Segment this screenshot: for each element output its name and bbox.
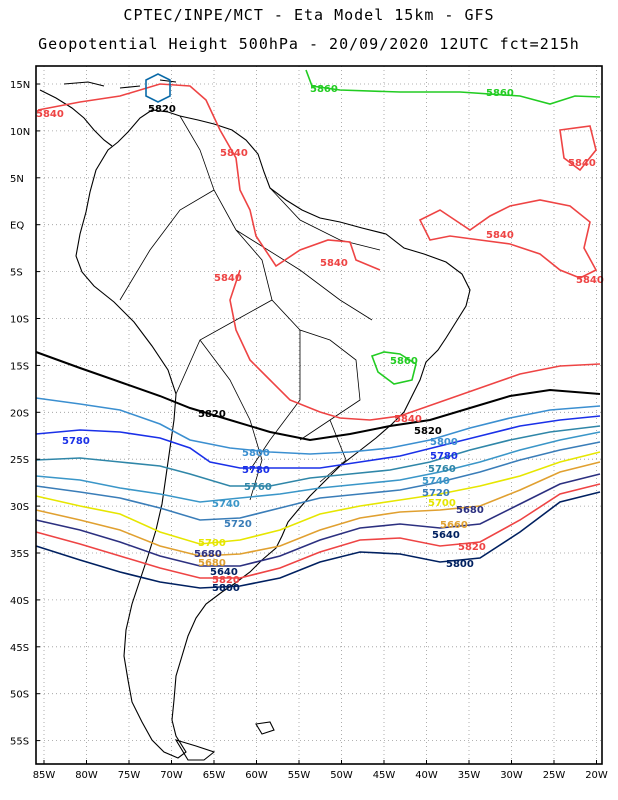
label-5780: 5780	[242, 465, 270, 476]
lon-label: 80W	[75, 770, 98, 781]
central-america-coast	[39, 89, 113, 147]
label-5860: 5860	[486, 88, 514, 99]
contour-5680	[35, 461, 601, 557]
lon-label: 65W	[203, 770, 226, 781]
label-5860: 5860	[310, 84, 338, 95]
lon-label: 60W	[245, 770, 268, 781]
label-5840: 5840	[576, 275, 604, 286]
contour-5820	[35, 351, 601, 442]
contour-5720	[35, 441, 601, 521]
label-5640: 5640	[210, 567, 238, 578]
contour-5660	[35, 473, 601, 567]
contour-5860-brazil	[370, 351, 417, 385]
longitude-labels: 85W 80W 75W 70W 65W 60W 55W 50W 45W 40W 35W 30W 25W 2…	[33, 760, 608, 781]
map-frame	[35, 65, 603, 765]
country-borders	[119, 115, 381, 501]
contour-5820-blob	[145, 73, 171, 103]
label-5620: 5820	[212, 575, 240, 586]
label-5720: 5720	[224, 519, 252, 530]
lat-label: 40S	[10, 596, 29, 607]
lat-lon-grid	[36, 66, 602, 764]
label-5660: 5680	[198, 558, 226, 569]
label-5820: 5820	[414, 426, 442, 437]
lat-label: 20S	[10, 408, 29, 419]
label-5700: 5700	[428, 498, 456, 509]
latitude-labels: 15N 10N 5N EQ 5S 10S 15S 20S 25S 30S 35S 40S 45S 50S 5…	[10, 80, 40, 748]
lon-label: 85W	[33, 770, 56, 781]
label-5840: 5840	[214, 273, 242, 284]
contour-5600	[35, 491, 601, 589]
lon-label: 20W	[585, 770, 608, 781]
contour-5740	[35, 431, 601, 503]
label-5820: 5820	[198, 409, 226, 420]
label-5740: 5740	[422, 476, 450, 487]
label-5800: 5800	[430, 437, 458, 448]
label-5760: 5760	[244, 482, 272, 493]
label-5840: 5840	[486, 230, 514, 241]
caribbean-islands	[63, 79, 177, 89]
label-5660: 5660	[440, 520, 468, 531]
lon-label: 55W	[288, 770, 311, 781]
contour-5840-main	[37, 83, 601, 421]
label-5860: 5860	[390, 356, 418, 367]
lon-label: 30W	[500, 770, 523, 781]
lat-label: 15N	[10, 80, 30, 91]
tierra-del-fuego	[174, 739, 216, 761]
contour-5860-north	[305, 69, 601, 105]
label-5760: 5760	[428, 464, 456, 475]
lat-label: 50S	[10, 690, 29, 701]
label-5700: 5700	[198, 538, 226, 549]
contour-5800	[35, 397, 601, 455]
contour-labels: 5860 5860 5860 5840 5840 5840 5840 5840 …	[36, 84, 604, 594]
label-5720: 5720	[422, 488, 450, 499]
lon-label: 45W	[373, 770, 396, 781]
lon-label: 25W	[543, 770, 566, 781]
contour-lines	[35, 69, 601, 589]
lon-label: 50W	[330, 770, 353, 781]
label-5840: 5840	[320, 258, 348, 269]
contour-5840-south-atlantic	[418, 125, 598, 279]
label-5780: 5780	[430, 451, 458, 462]
label-5680: 5680	[456, 505, 484, 516]
label-5600: 5800	[446, 559, 474, 570]
label-5820: 5820	[148, 104, 176, 115]
chart-title-line2: Geopotential Height 500hPa - 20/09/2020 …	[38, 35, 580, 53]
lat-label: 5S	[10, 268, 23, 279]
label-5840: 5840	[36, 109, 64, 120]
lat-label: 30S	[10, 502, 29, 513]
label-5640: 5640	[432, 530, 460, 541]
lat-label: 10S	[10, 315, 29, 326]
lon-label: 35W	[458, 770, 481, 781]
chart-title-line1: CPTEC/INPE/MCT - Eta Model 15km - GFS	[123, 6, 495, 24]
contour-5760	[35, 425, 601, 487]
lat-label: EQ	[10, 221, 24, 232]
falklands	[255, 721, 275, 735]
lat-label: 5N	[10, 174, 24, 185]
label-5840: 5840	[394, 414, 422, 425]
label-5680: 5680	[194, 549, 222, 560]
contour-5700	[35, 451, 601, 545]
label-5840: 5840	[220, 148, 248, 159]
lat-label: 35S	[10, 549, 29, 560]
label-5800: 5800	[242, 448, 270, 459]
contour-5780	[35, 415, 601, 469]
coastlines	[39, 79, 471, 761]
lat-label: 10N	[10, 127, 30, 138]
lat-label: 55S	[10, 737, 29, 748]
label-5780: 5780	[62, 436, 90, 447]
contour-5640	[35, 483, 601, 579]
lat-label: 15S	[10, 361, 29, 372]
lon-label: 75W	[118, 770, 141, 781]
label-5740: 5740	[212, 499, 240, 510]
lat-label: 25S	[10, 455, 29, 466]
label-5840: 5840	[568, 158, 596, 169]
label-5620: 5820	[458, 542, 486, 553]
lon-label: 70W	[160, 770, 183, 781]
lon-label: 40W	[415, 770, 438, 781]
label-5600: 5800	[212, 583, 240, 594]
lat-label: 45S	[10, 643, 29, 654]
